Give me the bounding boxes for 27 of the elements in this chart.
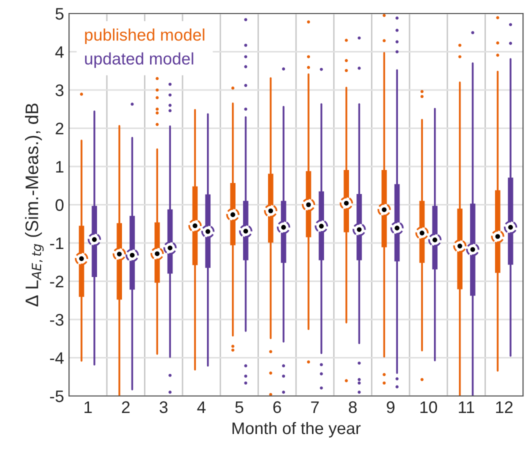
x-axis-title: Month of the year xyxy=(232,422,361,438)
y-axis-title: Δ L$_{AE,tg}$ (Sim.-Meas.), dB xyxy=(25,104,44,306)
x-tick-label: 8 xyxy=(348,401,357,414)
text: updated model xyxy=(85,52,194,68)
y-tick-label: 3 xyxy=(56,84,64,96)
y-tick-label: -1 xyxy=(50,238,64,250)
x-tick-label: 6 xyxy=(273,401,282,414)
x-tick-label: 9 xyxy=(386,401,394,414)
x-tick-label: 10 xyxy=(420,401,438,414)
x-tick-label: 4 xyxy=(197,401,206,413)
y-tick-label: 1 xyxy=(56,161,64,173)
x-tick-label: 12 xyxy=(496,401,513,413)
x-tick-label: 5 xyxy=(235,401,244,414)
x-tick-label: 2 xyxy=(122,401,130,413)
y-tick-label: -3 xyxy=(50,314,64,326)
y-tick-label: -2 xyxy=(50,276,64,288)
y-tick-label: 0 xyxy=(56,199,64,211)
text: published model xyxy=(85,28,204,44)
y-tick-label: 2 xyxy=(56,122,64,134)
y-tick-label: -4 xyxy=(50,352,64,364)
y-tick-label: -5 xyxy=(50,390,64,402)
y-tick-label: 5 xyxy=(56,8,64,20)
x-tick-label: 7 xyxy=(311,401,319,413)
x-tick-label: 11 xyxy=(458,401,474,413)
x-tick-label: 3 xyxy=(160,401,168,414)
y-tick-label: 4 xyxy=(55,46,64,58)
x-tick-label: 1 xyxy=(84,401,92,413)
